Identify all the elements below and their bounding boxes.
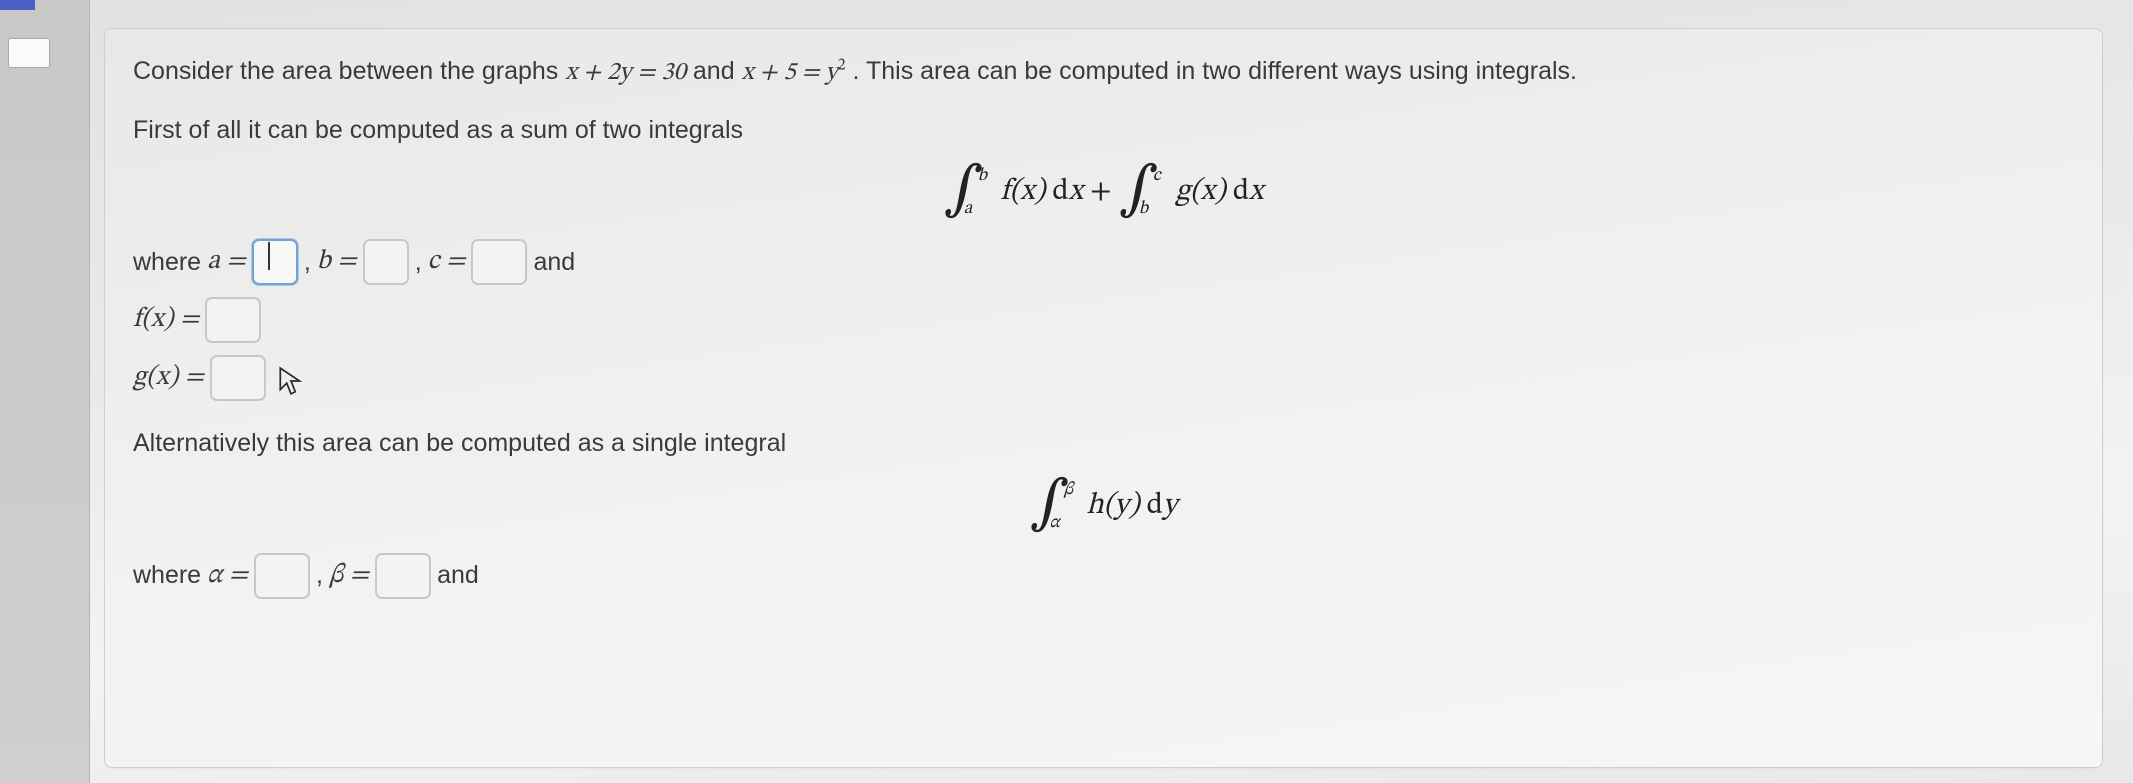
formula-single: ∫ β α h(y) dy [133, 481, 2074, 531]
input-alpha[interactable] [254, 553, 310, 599]
page-wrap: Consider the area between the graphs x +… [90, 0, 2133, 783]
gx-eq-label: g(x) = [133, 361, 204, 395]
formula-sum: ∫ b a f(x) dx + ∫ c b g(x) dx [133, 167, 2074, 217]
where-alphabeta-row: where α = , β = and [133, 553, 2074, 599]
integral-3: ∫ β α [1030, 481, 1070, 531]
input-c[interactable] [471, 239, 527, 285]
and-label-2: and [437, 561, 479, 590]
gx-row: g(x) = [133, 355, 2074, 401]
accent-stripe [0, 0, 35, 10]
alpha-eq-label: α = [207, 559, 248, 593]
c-eq-label: c = [428, 245, 466, 279]
integral-2: ∫ c b [1119, 167, 1159, 217]
and-label-1: and [533, 248, 575, 277]
a-eq-label: a = [207, 245, 246, 279]
b-eq-label: b = [317, 245, 357, 279]
input-gx[interactable] [210, 355, 266, 401]
integrand-1: f(x) dx [1000, 177, 1083, 207]
fx-eq-label: f(x) = [133, 303, 199, 337]
cursor-icon [278, 366, 304, 403]
question-card: Consider the area between the graphs x +… [104, 28, 2103, 768]
equation-2: x + 5 = y2 [742, 60, 846, 85]
input-a[interactable] [252, 239, 298, 285]
integrand-2: g(x) dx [1175, 177, 1263, 207]
sum-text: First of all it can be computed as a sum… [133, 112, 2074, 150]
left-gutter [0, 0, 90, 783]
beta-eq-label: β = [329, 559, 369, 593]
intro-suffix: . This area can be computed in two diffe… [853, 57, 1577, 85]
integrand-3: h(y) dy [1086, 491, 1177, 521]
where-abc-row: where a = , b = , c = and [133, 239, 2074, 285]
intro-text: Consider the area between the graphs x +… [133, 53, 2074, 92]
input-fx[interactable] [205, 297, 261, 343]
intro-prefix: Consider the area between the graphs [133, 57, 565, 85]
plus-sign: + [1090, 177, 1119, 207]
equation-1: x + 2y = 30 [565, 60, 686, 85]
integral-1: ∫ b a [944, 167, 984, 217]
where-label: where [133, 248, 201, 277]
input-beta[interactable] [375, 553, 431, 599]
fx-row: f(x) = [133, 297, 2074, 343]
question-checkbox[interactable] [8, 38, 50, 68]
alt-text: Alternatively this area can be computed … [133, 425, 2074, 463]
input-b[interactable] [363, 239, 409, 285]
intro-and: and [693, 57, 742, 85]
where-label-2: where [133, 561, 201, 590]
